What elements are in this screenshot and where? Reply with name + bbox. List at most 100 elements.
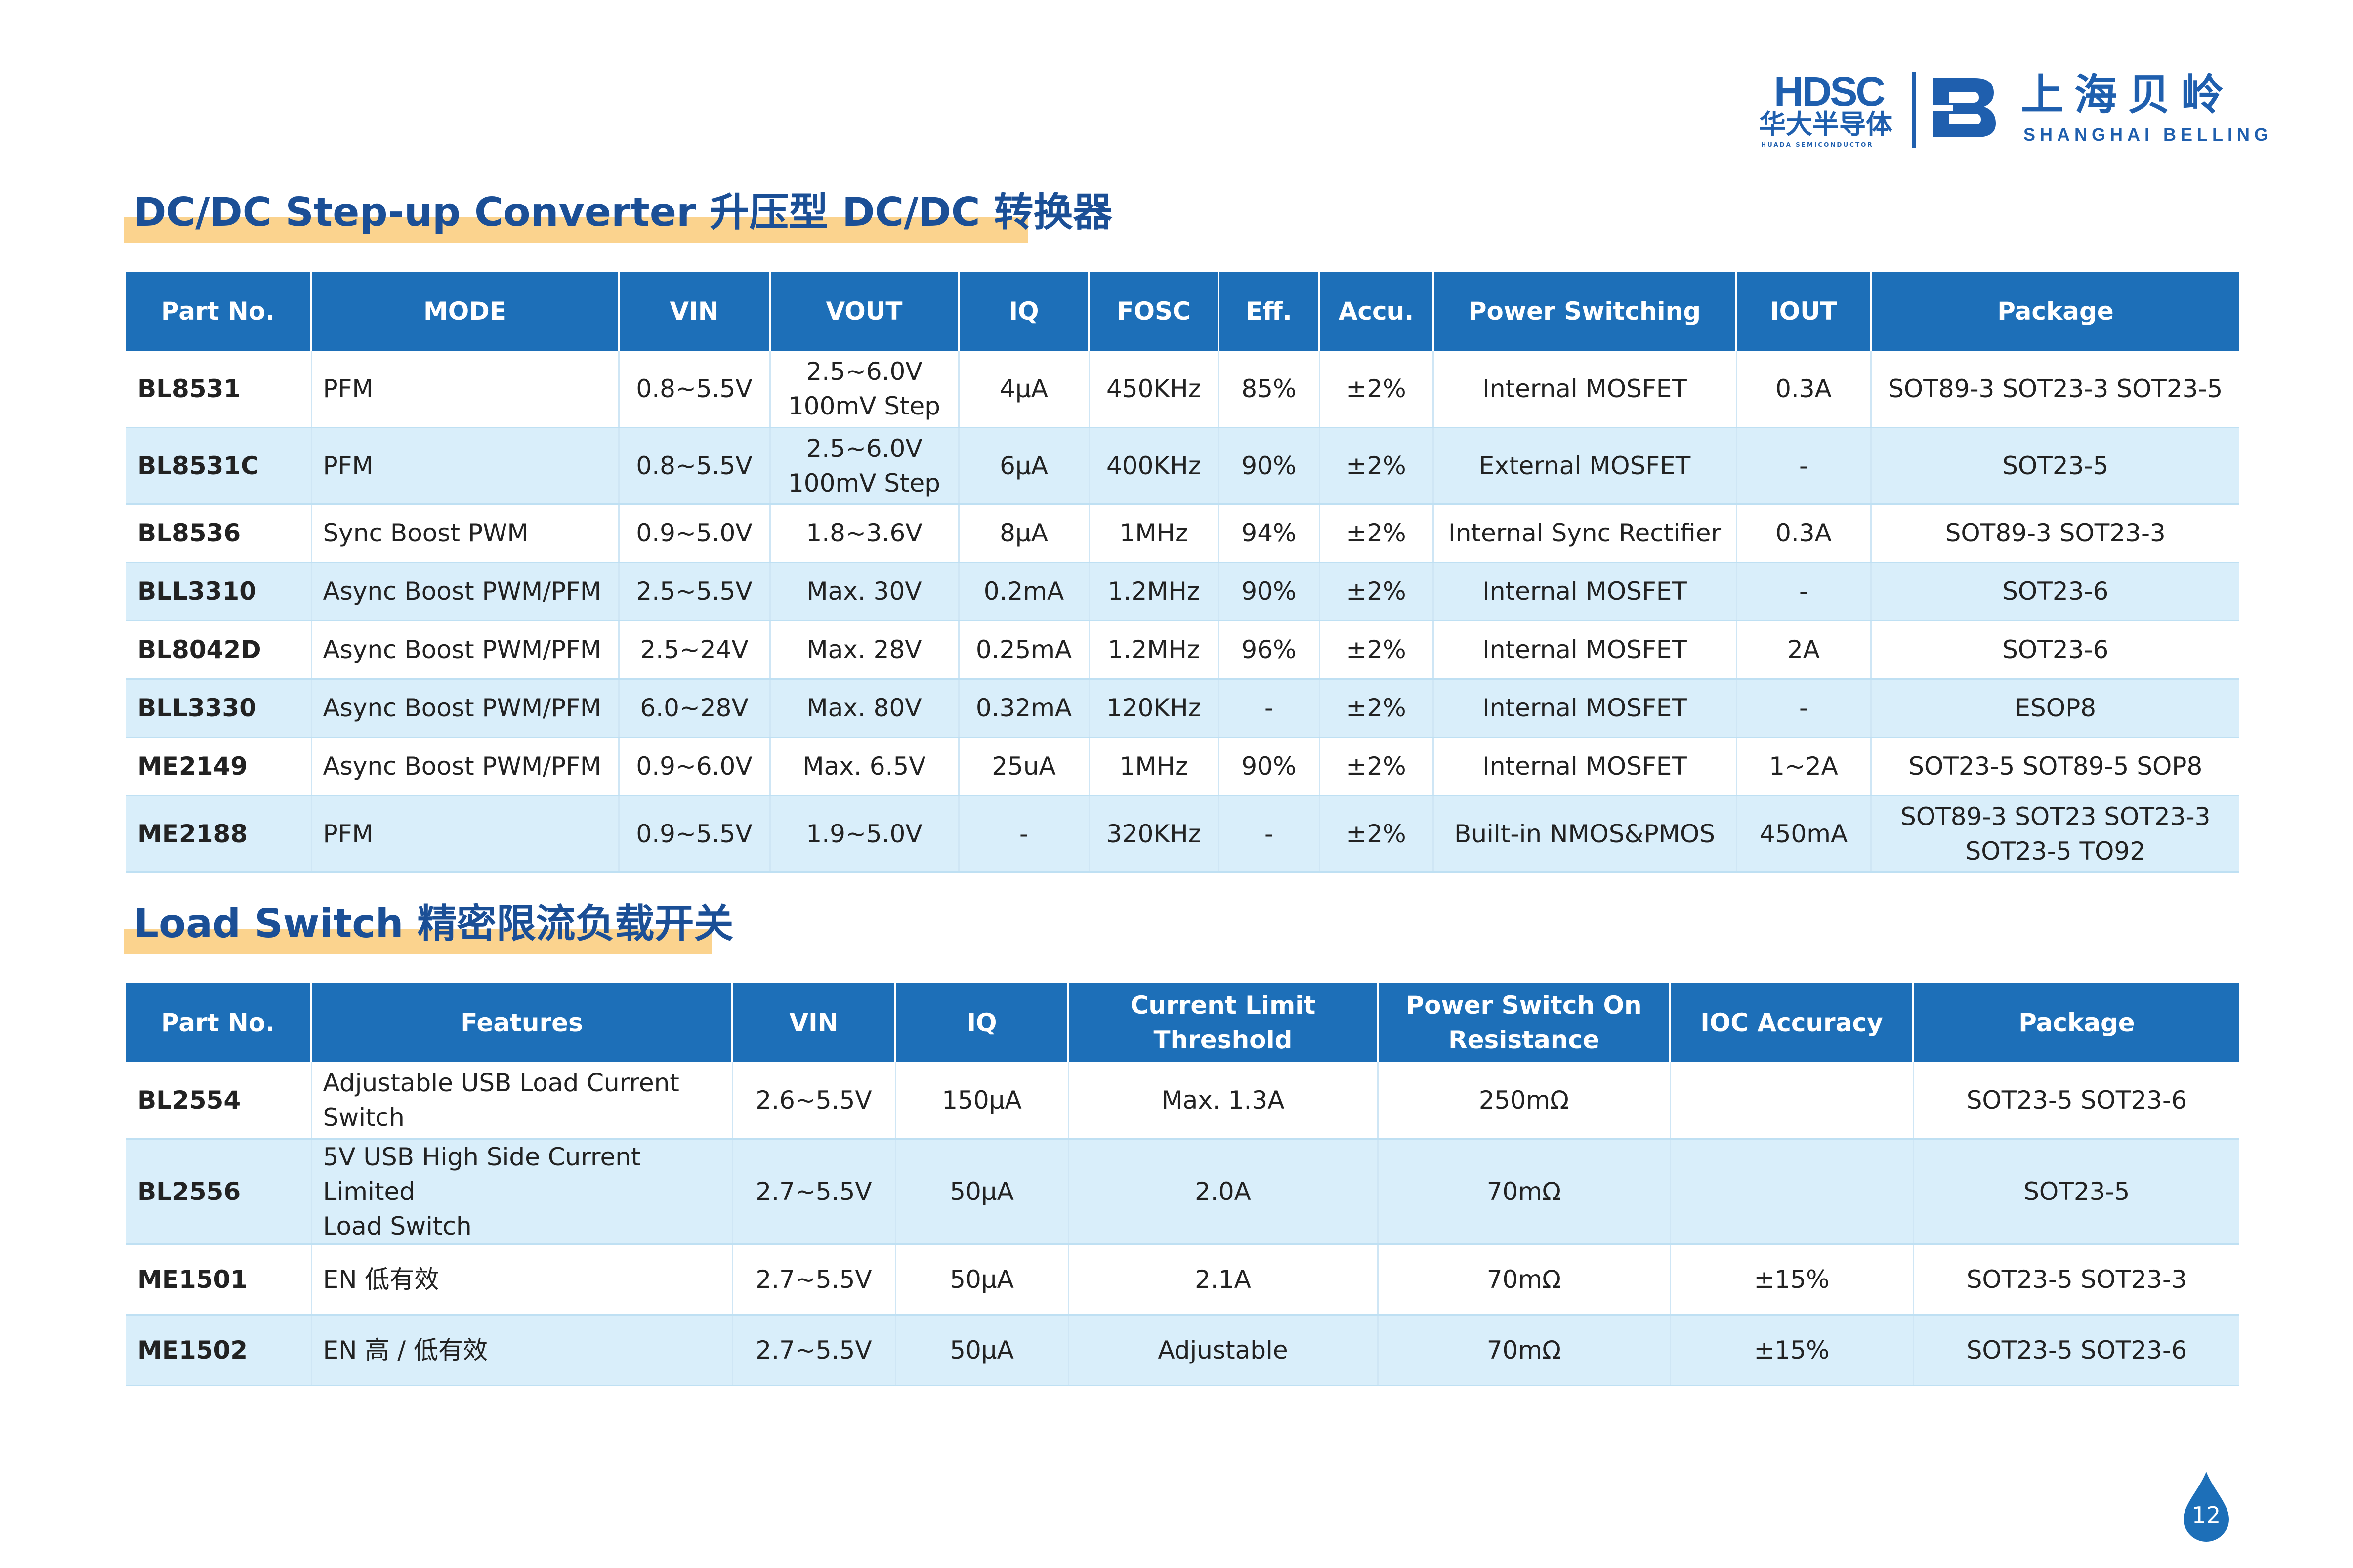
cell-eff: - [1219,679,1320,738]
table-row: ME2188 PFM 0.9~5.5V 1.9~5.0V -320KHz - ±2% Buil… [126,795,2239,873]
cell-features: EN 低有效 [311,1244,733,1316]
cell-power-switch-on-resistance: 250mΩ [1378,1062,1671,1140]
table-row: BL8531 PFM 0.8~5.5V 2.5~6.0V 100mV Step 4μA 45… [126,351,2239,428]
cell-vin: 2.7~5.5V [732,1244,896,1316]
title-highlight [124,929,712,954]
part-number-cell: ME1502 [126,1315,312,1386]
cell-eff: 90% [1219,737,1320,796]
part-number-cell: BL8531 [126,351,312,428]
dcdc-title-text: DC/DC Step-up Converter 升压型 DC/DC 转换器 [133,189,1113,235]
table-row: BL2556 5V USB High Side Current Limited Lo… [126,1139,2239,1245]
table-row: BLL3330 Async Boost PWM/PFM 6.0~28V Max. 80… [126,679,2239,738]
cell-fosc: 1MHz [1089,504,1219,563]
table-row: BL8536 Sync Boost PWM 0.9~5.0V 1.8~3.6V 8μA 1… [126,504,2239,563]
cell-package: SOT89-3 SOT23-3 [1871,504,2239,563]
cell-iout: - [1736,427,1872,505]
cell-fosc: 1.2MHz [1089,562,1219,621]
cell-current-limit-threshold: 2.1A [1068,1244,1379,1316]
cell-vout: 1.9~5.0V [770,795,960,873]
cell-package: SOT23-5 [1913,1139,2239,1245]
cell-eff: 90% [1219,562,1320,621]
cell-vin: 2.7~5.5V [732,1315,896,1386]
logo-divider [1912,72,1916,148]
table-row: BLL3310 Async Boost PWM/PFM 2.5~5.5V Max. 3… [126,562,2239,621]
part-number-cell: ME1501 [126,1244,312,1316]
cell-vout: 2.5~6.0V 100mV Step [770,351,960,428]
cell-accu: ±2% [1319,351,1434,428]
cell-power-switching: Internal MOSFET [1433,737,1737,796]
column-header-part-no: Part No. [126,272,312,351]
cell-package: SOT23-5 SOT23-3 [1913,1244,2239,1316]
column-header-vin: VIN [732,983,896,1062]
cell-ioc-accuracy: ±15% [1670,1315,1914,1386]
cell-vin: 2.6~5.5V [732,1062,896,1140]
dcdc-table: Part No. MODE VIN VOUT IQ FOSC Eff. Accu. Power … [126,272,2239,873]
cell-iq: 4μA [959,351,1090,428]
cell-eff: 94% [1219,504,1320,563]
cell-iq: 50μA [895,1315,1069,1386]
cell-features: Adjustable USB Load Current Switch [311,1062,733,1140]
cell-iout: - [1736,679,1872,738]
cell-package: SOT23-5 SOT89-5 SOP8 [1871,737,2239,796]
cell-vout: Max. 28V [770,620,960,680]
cell-accu: ±2% [1319,679,1434,738]
cell-current-limit-threshold: Max. 1.3A [1068,1062,1379,1140]
column-header-power-switch-on-resistance: Power Switch On Resistance [1378,983,1671,1062]
cell-accu: ±2% [1319,504,1434,563]
part-number-cell: ME2149 [126,737,312,796]
cell-vin: 0.9~5.0V [619,504,771,563]
cell-mode: Async Boost PWM/PFM [311,737,620,796]
cell-iq: 0.32mA [959,679,1090,738]
cell-power-switching: Internal MOSFET [1433,620,1737,680]
cell-mode: Async Boost PWM/PFM [311,679,620,738]
column-header-features: Features [311,983,733,1062]
column-header-iq: IQ [895,983,1069,1062]
part-number-cell: BL2554 [126,1062,312,1140]
cell-package: SOT23-6 [1871,620,2239,680]
part-number-cell: ME2188 [126,795,312,873]
cell-power-switching: Internal MOSFET [1433,562,1737,621]
cell-package: SOT23-6 [1871,562,2239,621]
column-header-vin: VIN [619,272,771,351]
table-row: BL8531C PFM 0.8~5.5V 2.5~6.0V 100mV Step 6μA 4… [126,427,2239,505]
cell-current-limit-threshold: Adjustable [1068,1315,1379,1386]
part-number-cell: BL8042D [126,620,312,680]
part-number-cell: BLL3310 [126,562,312,621]
cell-vin: 6.0~28V [619,679,771,738]
cell-package: SOT23-5 [1871,427,2239,505]
cell-ioc-accuracy [1670,1139,1914,1245]
load-table-body: BL2554 Adjustable USB Load Current Switch 2… [126,1062,2239,1386]
cell-fosc: 1MHz [1089,737,1219,796]
table-row: BL8042D Async Boost PWM/PFM 2.5~24V Max. 28… [126,620,2239,680]
cell-vin: 0.9~5.5V [619,795,771,873]
part-number-cell: BL8536 [126,504,312,563]
part-number-cell: BL8531C [126,427,312,505]
cell-fosc: 400KHz [1089,427,1219,505]
cell-accu: ±2% [1319,427,1434,505]
cell-power-switch-on-resistance: 70mΩ [1378,1139,1671,1245]
cell-iq: 50μA [895,1244,1069,1316]
hdsc-mark: HDSC [1774,68,1886,115]
cell-mode: PFM [311,795,620,873]
column-header-iout: IOUT [1736,272,1872,351]
cell-package: SOT23-5 SOT23-6 [1913,1062,2239,1140]
cell-vin: 2.7~5.5V [732,1139,896,1245]
cell-vin: 2.5~24V [619,620,771,680]
cell-mode: Async Boost PWM/PFM [311,620,620,680]
cell-power-switch-on-resistance: 70mΩ [1378,1244,1671,1316]
cell-fosc: 120KHz [1089,679,1219,738]
table-row: ME1501 EN 低有效 2.7~5.5V 50μA 2.1A 70mΩ ±15% SOT2… [126,1244,2239,1316]
cell-iout: 450mA [1736,795,1872,873]
cell-fosc: 1.2MHz [1089,620,1219,680]
cell-vin: 0.9~6.0V [619,737,771,796]
cell-power-switch-on-resistance: 70mΩ [1378,1315,1671,1386]
cell-iout: 0.3A [1736,504,1872,563]
cell-iq: 0.2mA [959,562,1090,621]
hdsc-logo: HDSC 华大半导体 HUADA SEMICONDUCTOR [1759,69,1902,148]
cell-vin: 2.5~5.5V [619,562,771,621]
cell-package: ESOP8 [1871,679,2239,738]
cell-fosc: 320KHz [1089,795,1219,873]
cell-vout: Max. 30V [770,562,960,621]
table-row: BL2554 Adjustable USB Load Current Switch 2… [126,1062,2239,1140]
column-header-accu: Accu. [1319,272,1434,351]
